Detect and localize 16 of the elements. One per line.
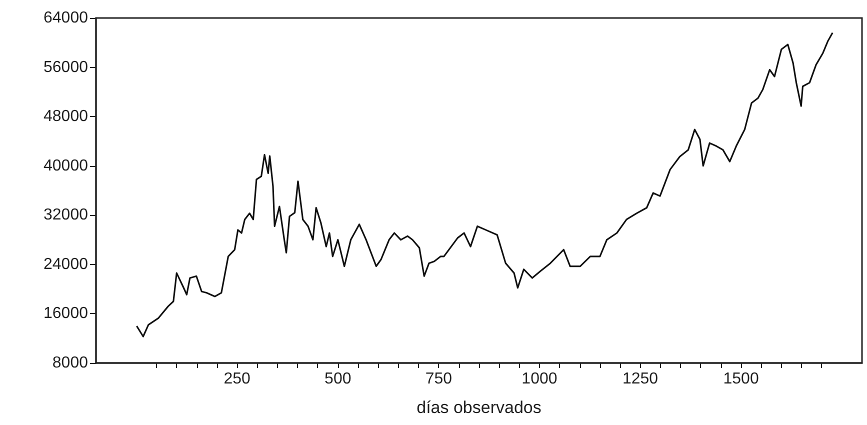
x-tick-label: 1500 [723,370,759,388]
y-tick-label: 24000 [44,256,88,273]
x-tick-label: 1250 [622,370,658,388]
x-axis-title: días observados [416,398,542,417]
x-tick-label: 1000 [522,370,558,388]
y-tick-label: 40000 [44,157,88,174]
y-tick-label: 32000 [44,206,88,224]
y-tick-label: 56000 [44,58,88,76]
y-tick-label: 48000 [44,108,88,126]
x-tick-label: 750 [425,370,452,388]
y-tick-label: 8000 [52,354,88,372]
x-tick-label: 500 [324,370,352,388]
x-tick-label: 250 [224,370,251,388]
y-tick-label: 16000 [44,305,88,322]
line-series [136,32,834,338]
y-tick-label: 64000 [44,10,88,26]
